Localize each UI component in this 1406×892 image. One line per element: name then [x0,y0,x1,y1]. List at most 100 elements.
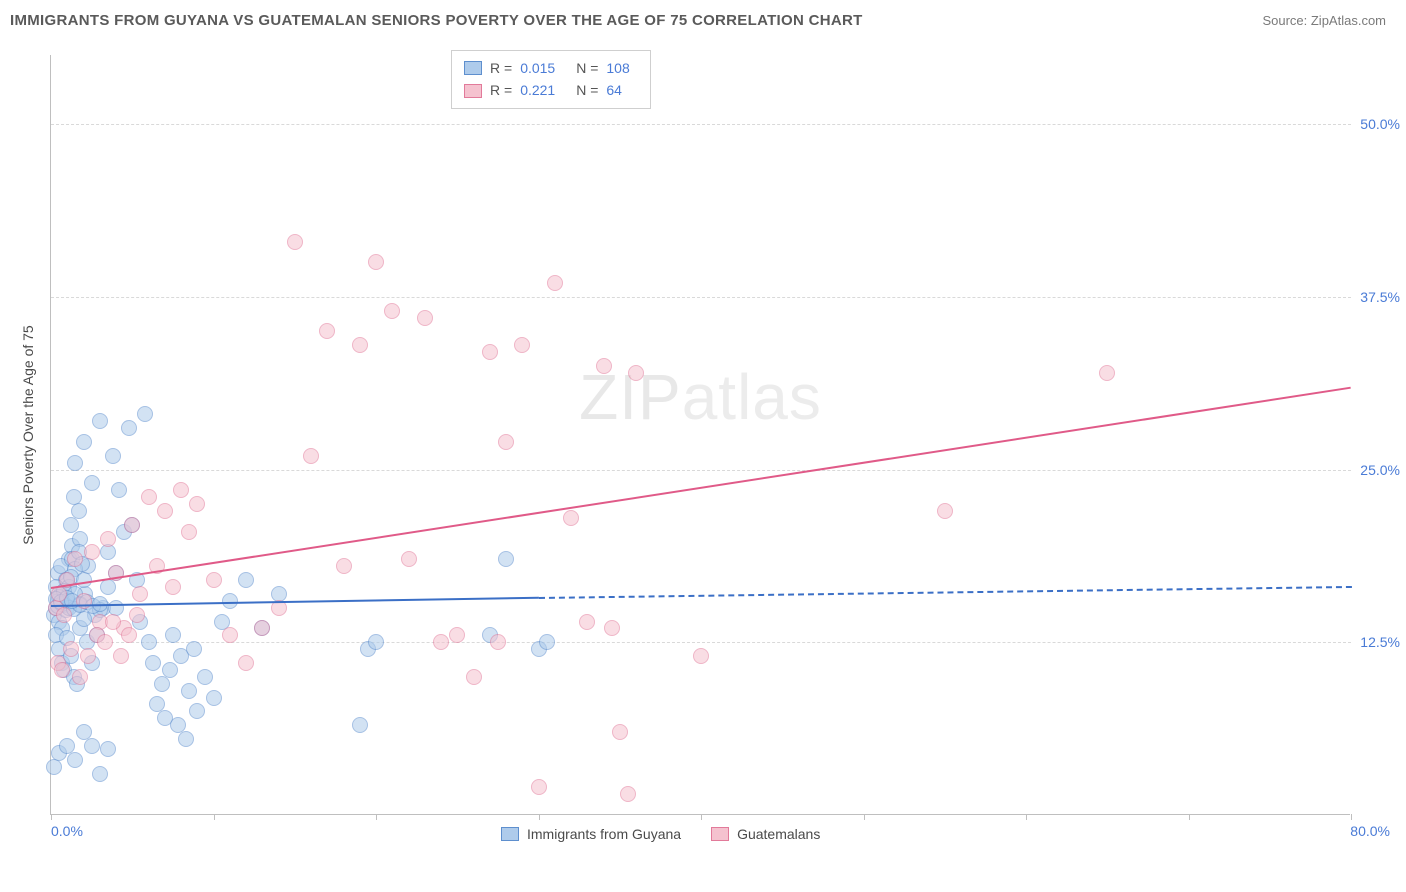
scatter-point [165,627,181,643]
scatter-point [596,358,612,374]
scatter-point [433,634,449,650]
scatter-point [124,517,140,533]
scatter-plot: ZIPatlas R = 0.015N = 108R = 0.221N = 64… [50,55,1350,815]
legend-n-label: N = [576,79,598,101]
legend-n-label: N = [576,57,598,79]
legend-n-value: 64 [606,79,638,101]
scatter-point [287,234,303,250]
scatter-point [531,779,547,795]
scatter-point [336,558,352,574]
legend-r-label: R = [490,79,512,101]
scatter-point [490,634,506,650]
scatter-point [482,344,498,360]
y-tick-label: 37.5% [1350,289,1400,305]
chart-title: IMMIGRANTS FROM GUYANA VS GUATEMALAN SEN… [10,12,863,29]
scatter-point [1099,365,1115,381]
scatter-point [449,627,465,643]
scatter-point [121,627,137,643]
legend-series-item: Immigrants from Guyana [501,826,681,842]
chart-area: Seniors Poverty Over the Age of 75 ZIPat… [50,55,1390,825]
scatter-point [132,586,148,602]
scatter-point [319,323,335,339]
legend-stats: R = 0.015 N = 108 R = 0.221 N = 64 [451,50,651,109]
legend-r-label: R = [490,57,512,79]
scatter-point [579,614,595,630]
scatter-point [54,662,70,678]
scatter-point [384,303,400,319]
scatter-point [604,620,620,636]
scatter-point [417,310,433,326]
scatter-point [173,482,189,498]
scatter-point [189,703,205,719]
scatter-point [539,634,555,650]
x-tick-mark [1351,814,1352,820]
trendline [51,597,539,607]
scatter-point [547,275,563,291]
x-tick-mark [51,814,52,820]
legend-swatch [464,84,482,98]
scatter-point [154,676,170,692]
scatter-point [100,531,116,547]
scatter-point [368,634,384,650]
legend-stats-row: R = 0.221 N = 64 [464,79,638,101]
scatter-point [67,455,83,471]
scatter-point [563,510,579,526]
scatter-point [67,551,83,567]
legend-swatch [501,827,519,841]
y-tick-label: 50.0% [1350,116,1400,132]
legend-r-value: 0.221 [520,79,568,101]
scatter-point [113,648,129,664]
scatter-point [222,627,238,643]
scatter-point [162,662,178,678]
scatter-point [141,489,157,505]
scatter-point [238,655,254,671]
legend-series-item: Guatemalans [711,826,820,842]
legend-series: Immigrants from Guyana Guatemalans [501,826,820,842]
scatter-point [137,406,153,422]
legend-n-value: 108 [606,57,638,79]
scatter-point [129,607,145,623]
scatter-point [84,738,100,754]
scatter-point [84,475,100,491]
scatter-point [56,607,72,623]
scatter-point [254,620,270,636]
legend-series-label: Immigrants from Guyana [527,826,681,842]
scatter-point [352,717,368,733]
trendline-dashed [538,586,1351,599]
watermark-thin: atlas [682,361,822,433]
scatter-point [352,337,368,353]
chart-source: Source: ZipAtlas.com [1262,13,1386,28]
x-axis-max-label: 80.0% [1350,823,1390,839]
scatter-point [937,503,953,519]
scatter-point [63,641,79,657]
scatter-point [165,579,181,595]
legend-swatch [711,827,729,841]
legend-stats-row: R = 0.015 N = 108 [464,57,638,79]
scatter-point [181,524,197,540]
scatter-point [92,766,108,782]
scatter-point [197,669,213,685]
scatter-point [72,669,88,685]
scatter-point [105,448,121,464]
scatter-point [84,544,100,560]
scatter-point [141,634,157,650]
scatter-point [71,503,87,519]
legend-r-value: 0.015 [520,57,568,79]
scatter-point [206,572,222,588]
scatter-point [181,683,197,699]
scatter-point [105,614,121,630]
scatter-point [498,434,514,450]
scatter-point [401,551,417,567]
scatter-point [100,544,116,560]
scatter-point [693,648,709,664]
scatter-point [238,572,254,588]
scatter-point [80,648,96,664]
scatter-point [100,579,116,595]
scatter-point [628,365,644,381]
scatter-point [178,731,194,747]
scatter-point [612,724,628,740]
scatter-point [186,641,202,657]
scatter-point [498,551,514,567]
y-tick-label: 25.0% [1350,462,1400,478]
scatter-point [145,655,161,671]
